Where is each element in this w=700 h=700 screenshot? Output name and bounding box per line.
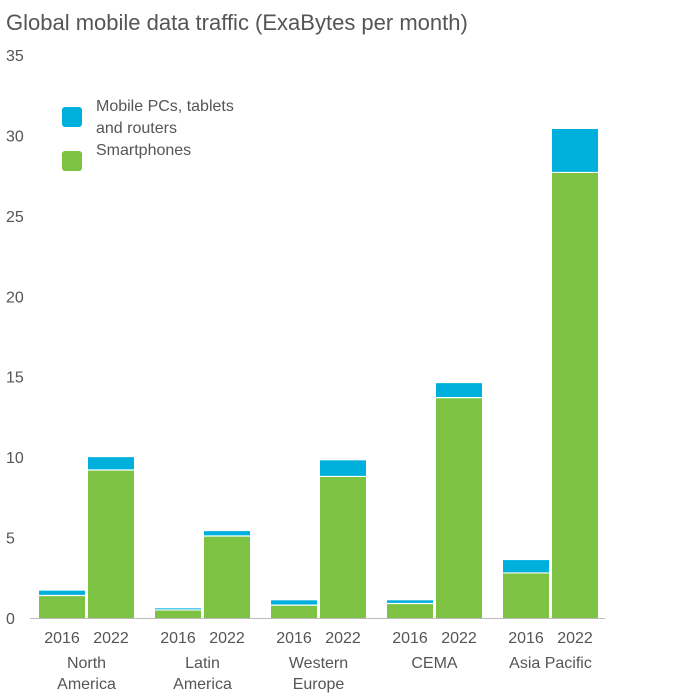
bar-smartphones-1-1 (204, 535, 250, 618)
x-group-label: Asia Pacific (509, 655, 592, 672)
y-tick-label: 5 (6, 531, 15, 548)
bar-mobile-pcs-2-1 (320, 460, 366, 477)
legend-swatch (62, 107, 82, 127)
bar-smartphones-3-1 (436, 397, 482, 618)
bar-mobile-pcs-4-0 (503, 560, 549, 573)
bar-smartphones-3-0 (387, 603, 433, 618)
x-group-label: Western (289, 655, 348, 672)
bar-smartphones-4-1 (552, 172, 598, 618)
x-year-label: 2022 (93, 630, 129, 647)
bar-mobile-pcs-3-1 (436, 383, 482, 398)
bar-smartphones-4-0 (503, 572, 549, 618)
bar-mobile-pcs-1-0 (155, 608, 201, 610)
x-group-label: America (173, 676, 232, 693)
bar-mobile-pcs-0-0 (39, 590, 85, 596)
x-group-label: Latin (185, 655, 220, 672)
bar-mobile-pcs-2-0 (271, 600, 317, 606)
x-group-label: America (57, 676, 116, 693)
x-year-label: 2022 (325, 630, 361, 647)
x-group-label: North (67, 655, 106, 672)
bar-smartphones-1-0 (155, 609, 201, 618)
y-tick-label: 15 (6, 370, 24, 387)
x-year-label: 2016 (276, 630, 312, 647)
x-year-label: 2022 (209, 630, 245, 647)
y-tick-label: 0 (6, 611, 15, 628)
bar-smartphones-2-1 (320, 476, 366, 618)
legend-label: Mobile PCs, tablets (96, 98, 234, 115)
x-year-label: 2022 (441, 630, 477, 647)
legend: Mobile PCs, tablets and routers Smartphone… (62, 98, 234, 171)
chart-title: Global mobile data traffic (ExaBytes per… (6, 10, 468, 35)
legend-swatch (62, 151, 82, 171)
x-year-label: 2016 (508, 630, 544, 647)
y-tick-label: 20 (6, 289, 24, 306)
x-year-label: 2016 (392, 630, 428, 647)
bar-smartphones-0-1 (88, 470, 134, 618)
y-tick-label: 10 (6, 450, 24, 467)
y-tick-label: 25 (6, 209, 24, 226)
bar-mobile-pcs-4-1 (552, 128, 598, 173)
bar-smartphones-0-0 (39, 595, 85, 618)
y-tick-label: 35 (6, 48, 24, 65)
x-group-label: Europe (293, 676, 345, 693)
legend-label: Smartphones (96, 142, 191, 159)
y-axis: 0 5 10 15 20 25 30 35 (6, 48, 24, 628)
x-year-label: 2016 (160, 630, 196, 647)
bar-mobile-pcs-1-1 (204, 531, 250, 536)
bars (39, 128, 598, 618)
bar-mobile-pcs-3-0 (387, 600, 433, 604)
bar-smartphones-2-0 (271, 605, 317, 618)
legend-label: and routers (96, 120, 177, 137)
x-year-label: 2016 (44, 630, 80, 647)
x-year-label: 2022 (557, 630, 593, 647)
x-axis: 2016 2022 North America 2016 2022 Latin America… (30, 618, 605, 693)
y-tick-label: 30 (6, 128, 24, 145)
bar-mobile-pcs-0-1 (88, 457, 134, 471)
x-group-label: CEMA (411, 655, 458, 672)
